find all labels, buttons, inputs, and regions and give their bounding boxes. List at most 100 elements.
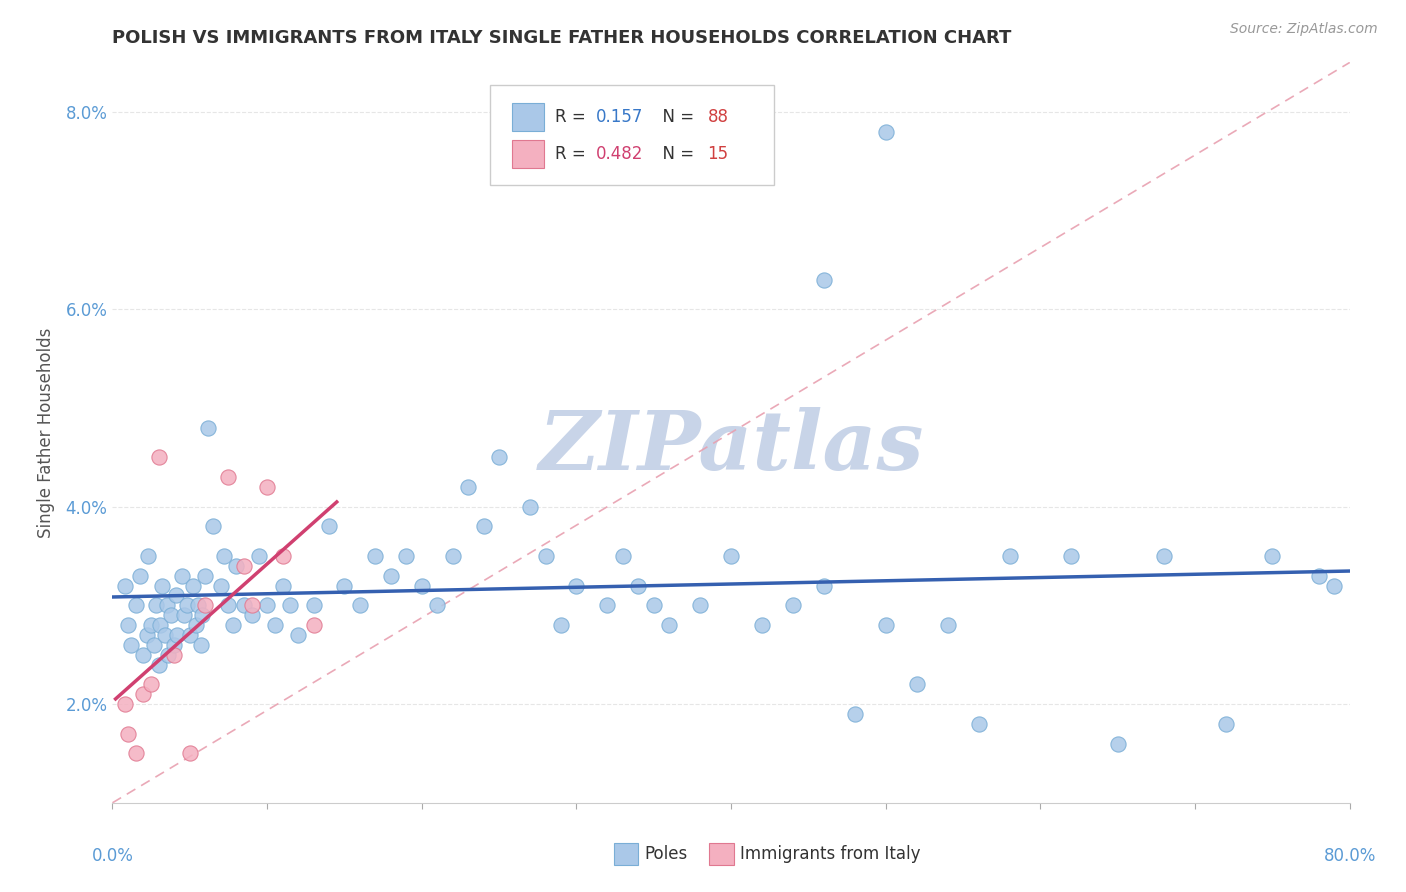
Text: Source: ZipAtlas.com: Source: ZipAtlas.com (1230, 22, 1378, 37)
Point (411, 579, 433, 593)
Point (596, 599, 619, 613)
FancyBboxPatch shape (709, 843, 734, 865)
Text: N =: N = (652, 145, 699, 163)
Point (117, 618, 139, 632)
Point (998, 549, 1021, 563)
Text: 88: 88 (707, 108, 728, 127)
Point (179, 628, 201, 642)
Point (689, 599, 711, 613)
Text: ZIPatlas: ZIPatlas (538, 408, 924, 487)
FancyBboxPatch shape (512, 103, 544, 131)
Point (249, 549, 271, 563)
Point (117, 727, 139, 741)
Point (519, 500, 541, 514)
Point (135, 628, 157, 642)
FancyBboxPatch shape (512, 140, 544, 169)
Point (222, 618, 245, 632)
Point (114, 579, 136, 593)
Text: 0.0%: 0.0% (91, 847, 134, 865)
Point (565, 579, 588, 593)
Point (124, 599, 148, 613)
Point (349, 599, 371, 613)
Point (186, 599, 209, 613)
Point (173, 608, 195, 623)
Text: 80.0%: 80.0% (1323, 847, 1376, 865)
Point (141, 618, 163, 632)
Point (1261, 549, 1284, 563)
Point (165, 589, 187, 603)
Point (172, 568, 194, 582)
Point (166, 628, 188, 642)
Text: 0.482: 0.482 (596, 145, 644, 163)
Point (751, 618, 773, 632)
Point (813, 272, 835, 286)
Point (278, 599, 302, 613)
Point (782, 599, 804, 613)
Point (426, 599, 449, 613)
Text: N =: N = (652, 108, 699, 127)
Point (875, 618, 897, 632)
Point (457, 480, 479, 494)
Point (194, 599, 217, 613)
Point (225, 558, 247, 573)
Point (240, 599, 263, 613)
Point (1060, 549, 1083, 563)
Point (550, 618, 572, 632)
Point (256, 480, 278, 494)
Point (163, 638, 186, 652)
Point (114, 697, 136, 711)
Point (936, 618, 959, 632)
Text: POLISH VS IMMIGRANTS FROM ITALY SINGLE FATHER HOUSEHOLDS CORRELATION CHART: POLISH VS IMMIGRANTS FROM ITALY SINGLE F… (112, 29, 1012, 47)
Point (271, 579, 294, 593)
Point (875, 124, 897, 138)
Text: Immigrants from Italy: Immigrants from Italy (740, 845, 921, 863)
Point (218, 470, 240, 484)
Point (333, 579, 356, 593)
Point (191, 608, 214, 623)
Point (441, 549, 464, 563)
Point (1107, 737, 1129, 751)
Text: 0.157: 0.157 (596, 108, 644, 127)
Point (1323, 579, 1346, 593)
Point (212, 549, 235, 563)
Point (149, 618, 172, 632)
Point (240, 608, 263, 623)
Point (534, 549, 557, 563)
Point (150, 579, 173, 593)
Point (472, 519, 495, 533)
Point (181, 579, 204, 593)
Point (143, 638, 166, 652)
Point (658, 618, 681, 632)
Point (148, 657, 170, 672)
Point (395, 549, 418, 563)
Point (813, 579, 835, 593)
Point (132, 687, 155, 701)
Point (256, 599, 278, 613)
Point (163, 648, 186, 662)
Point (209, 579, 232, 593)
Point (967, 716, 990, 731)
Point (197, 420, 219, 434)
Point (132, 648, 155, 662)
FancyBboxPatch shape (613, 843, 638, 865)
Point (302, 618, 325, 632)
Text: Poles: Poles (644, 845, 688, 863)
Point (129, 568, 152, 582)
Point (488, 450, 510, 465)
Point (264, 618, 287, 632)
Point (179, 747, 201, 761)
Point (153, 628, 176, 642)
Point (136, 549, 159, 563)
Point (720, 549, 742, 563)
Point (233, 558, 256, 573)
Point (905, 677, 928, 691)
Point (124, 747, 148, 761)
Point (233, 599, 256, 613)
Point (271, 549, 294, 563)
Point (155, 599, 177, 613)
Point (627, 579, 650, 593)
Point (145, 599, 167, 613)
Point (1153, 549, 1175, 563)
Point (148, 450, 170, 465)
Point (844, 706, 866, 721)
